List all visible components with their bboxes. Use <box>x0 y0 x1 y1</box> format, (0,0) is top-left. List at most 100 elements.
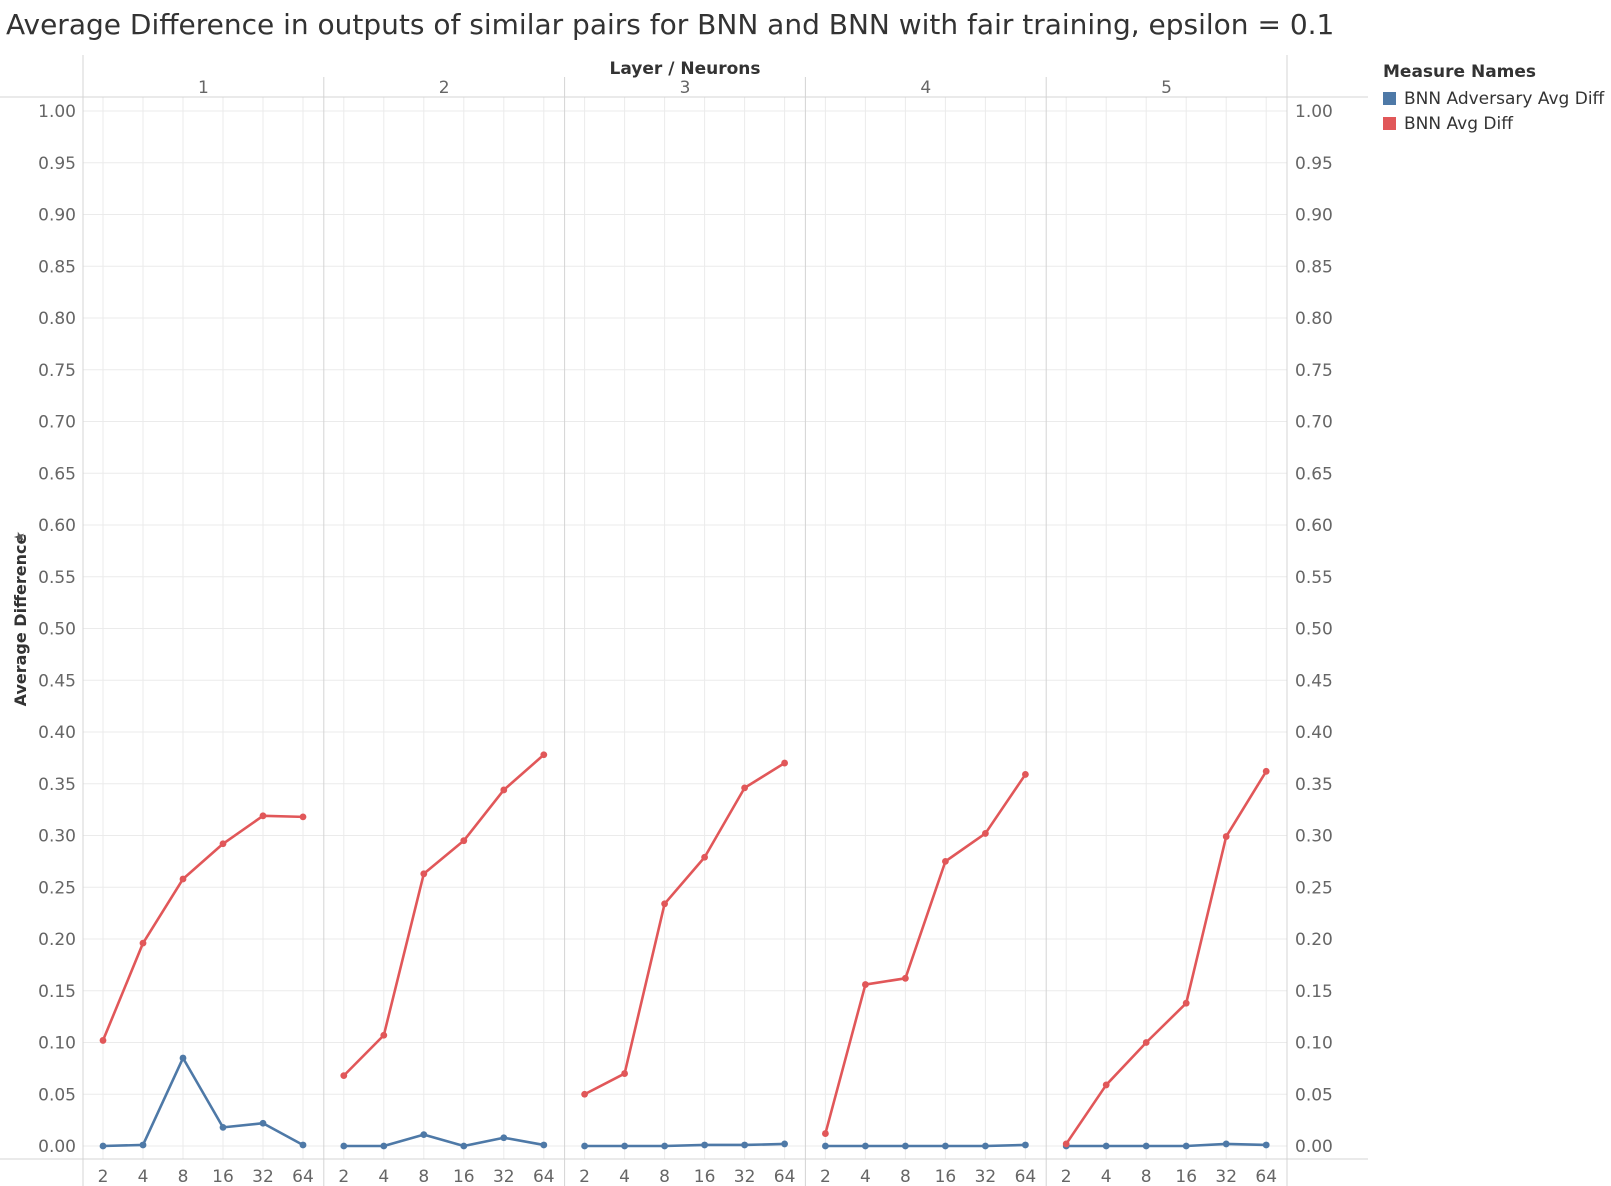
chart-title: Average Difference in outputs of similar… <box>6 8 1335 41</box>
data-point-avg <box>701 853 708 861</box>
data-point-adversary <box>581 1142 588 1150</box>
data-point-avg <box>902 974 909 982</box>
y-tick-label-right: 0.25 <box>1295 878 1333 898</box>
y-tick-label-right: 0.20 <box>1295 930 1333 950</box>
y-tick-label-left: 0.75 <box>38 361 76 381</box>
y-tick-label-right: 0.35 <box>1295 775 1333 795</box>
y-tick-label-right: 0.55 <box>1295 568 1333 588</box>
x-tick-label: 32 <box>734 1167 756 1186</box>
series-line-adversary <box>825 1143 1026 1148</box>
y-tick-label-right: 0.85 <box>1295 257 1333 277</box>
y-tick-label-right: 1.00 <box>1295 102 1333 122</box>
x-tick-label: 2 <box>579 1167 590 1186</box>
y-tick-label-left: 0.05 <box>38 1085 76 1105</box>
data-point-avg <box>621 1070 628 1077</box>
y-tick-label-right: 0.30 <box>1295 827 1333 847</box>
data-point-adversary <box>139 1141 147 1149</box>
legend-item-adversary[interactable]: BNN Adversary Avg Diff <box>1383 86 1604 111</box>
data-point-adversary <box>99 1142 107 1150</box>
legend-title: Measure Names <box>1383 62 1537 82</box>
x-tick-label: 4 <box>619 1167 630 1186</box>
x-tick-label: 2 <box>338 1167 349 1186</box>
data-point-adversary <box>902 1142 909 1150</box>
data-point-avg <box>139 939 147 947</box>
data-point-avg <box>781 759 788 767</box>
x-tick-label: 2 <box>1061 1167 1072 1186</box>
legend-swatch-adversary <box>1383 92 1396 105</box>
data-point-adversary <box>340 1142 348 1150</box>
y-tick-label-right: 0.65 <box>1295 464 1333 484</box>
data-point-avg <box>1022 771 1029 778</box>
series-line-avg <box>342 753 545 1077</box>
y-tick-label-right: 0.10 <box>1295 1034 1333 1054</box>
data-point-avg <box>500 786 508 794</box>
y-tick-label-left: 0.40 <box>38 723 76 743</box>
data-point-adversary <box>540 1141 548 1149</box>
y-tick-label-right: 0.70 <box>1295 413 1333 433</box>
data-point-avg <box>862 981 869 988</box>
y-tick-label-left: 0.55 <box>38 568 76 588</box>
y-tick-label-right: 0.90 <box>1295 206 1333 226</box>
legend[interactable]: Measure Names BNN Adversary Avg Diff BNN… <box>1383 62 1604 136</box>
y-tick-label-left: 1.00 <box>38 102 76 122</box>
data-point-avg <box>1102 1081 1110 1089</box>
data-point-adversary <box>1222 1140 1230 1148</box>
pin-icon: ★ <box>12 531 28 544</box>
y-tick-label-left: 0.25 <box>38 878 76 898</box>
x-tick-label: 2 <box>98 1167 109 1186</box>
data-point-avg <box>1062 1140 1070 1148</box>
y-tick-label-right: 0.60 <box>1295 516 1333 536</box>
x-tick-label: 64 <box>774 1167 796 1186</box>
panel-header-label: 5 <box>1161 78 1172 98</box>
x-tick-label: 16 <box>694 1167 716 1186</box>
data-point-avg <box>259 812 267 820</box>
series-line-adversary <box>1066 1142 1267 1148</box>
y-tick-label-left: 0.65 <box>38 464 76 484</box>
data-point-adversary <box>380 1142 388 1150</box>
y-tick-label-left: 0.30 <box>38 827 76 847</box>
data-point-adversary <box>621 1142 628 1150</box>
data-point-avg <box>1222 833 1230 840</box>
data-point-adversary <box>500 1134 508 1142</box>
series-line-avg <box>824 773 1027 1134</box>
data-point-adversary <box>982 1142 989 1150</box>
x-tick-label: 4 <box>1101 1167 1112 1186</box>
y-tick-label-right: 0.95 <box>1295 154 1333 174</box>
y-tick-label-left: 0.60 <box>38 516 76 536</box>
legend-item-avg[interactable]: BNN Avg Diff <box>1383 111 1604 136</box>
data-point-adversary <box>942 1142 949 1150</box>
legend-label-adversary: BNN Adversary Avg Diff <box>1404 88 1605 109</box>
data-point-adversary <box>299 1141 307 1149</box>
data-point-avg <box>1142 1039 1150 1046</box>
y-tick-label-left: 0.70 <box>38 413 76 433</box>
y-tick-label-right: 0.40 <box>1295 723 1333 743</box>
data-point-adversary <box>701 1141 708 1149</box>
series-line-avg <box>101 814 304 1041</box>
data-point-avg <box>942 857 949 865</box>
data-point-adversary <box>1262 1141 1270 1149</box>
x-tick-label: 32 <box>975 1167 997 1186</box>
panel-header-label: 4 <box>920 78 931 98</box>
data-point-adversary <box>420 1131 428 1139</box>
legend-label-avg: BNN Avg Diff <box>1404 113 1513 134</box>
x-tick-label: 16 <box>453 1167 475 1186</box>
y-tick-label-right: 0.15 <box>1295 982 1333 1002</box>
y-tick-label-right: 0.00 <box>1295 1137 1333 1157</box>
data-point-avg <box>460 837 468 845</box>
y-tick-label-left: 0.50 <box>38 620 76 640</box>
x-tick-label: 16 <box>1175 1167 1197 1186</box>
series-line-adversary <box>584 1142 785 1148</box>
panel-header-label: 1 <box>198 78 209 98</box>
y-tick-label-left: 0.85 <box>38 257 76 277</box>
x-tick-label: 8 <box>900 1167 911 1186</box>
x-tick-label: 64 <box>533 1167 555 1186</box>
x-tick-label: 4 <box>138 1167 149 1186</box>
data-point-avg <box>179 875 187 883</box>
data-point-adversary <box>1102 1142 1110 1150</box>
y-tick-label-left: 0.35 <box>38 775 76 795</box>
y-tick-label-left: 0.95 <box>38 154 76 174</box>
x-tick-label: 16 <box>212 1167 234 1186</box>
y-tick-label-right: 0.75 <box>1295 361 1333 381</box>
data-point-avg <box>420 870 428 878</box>
series-line-adversary <box>343 1133 545 1148</box>
